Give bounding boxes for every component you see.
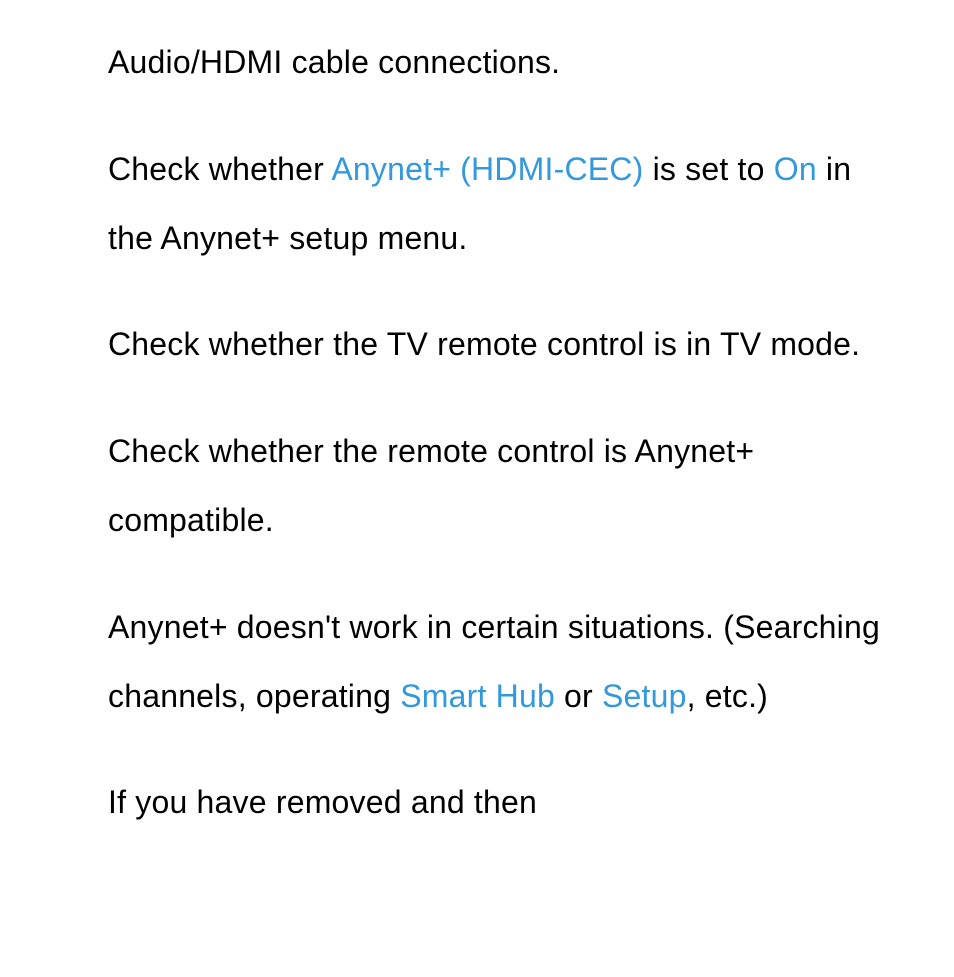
paragraph: If you have removed and then (108, 768, 894, 837)
paragraph: Check whether Anynet+ (HDMI-CEC) is set … (108, 135, 894, 273)
body-text: or (555, 678, 602, 714)
highlight-text: On (774, 151, 817, 187)
paragraph: Audio/HDMI cable connections. (108, 28, 894, 97)
body-text: , etc.) (687, 678, 768, 714)
body-text: Check whether the remote control is Anyn… (108, 433, 754, 538)
highlight-text: Smart Hub (400, 678, 555, 714)
body-text: Check whether the TV remote control is i… (108, 326, 860, 362)
paragraph: Anynet+ doesn't work in certain situatio… (108, 593, 894, 731)
paragraph: Check whether the TV remote control is i… (108, 310, 894, 379)
paragraph: Check whether the remote control is Anyn… (108, 417, 894, 555)
document-body: Audio/HDMI cable connections. Check wheth… (108, 28, 894, 837)
highlight-text: Anynet+ (HDMI-CEC) (331, 151, 643, 187)
body-text: Audio/HDMI cable connections. (108, 44, 560, 80)
body-text: Check whether (108, 151, 331, 187)
body-text: If you have removed and then (108, 784, 537, 820)
body-text: is set to (643, 151, 773, 187)
highlight-text: Setup (602, 678, 687, 714)
